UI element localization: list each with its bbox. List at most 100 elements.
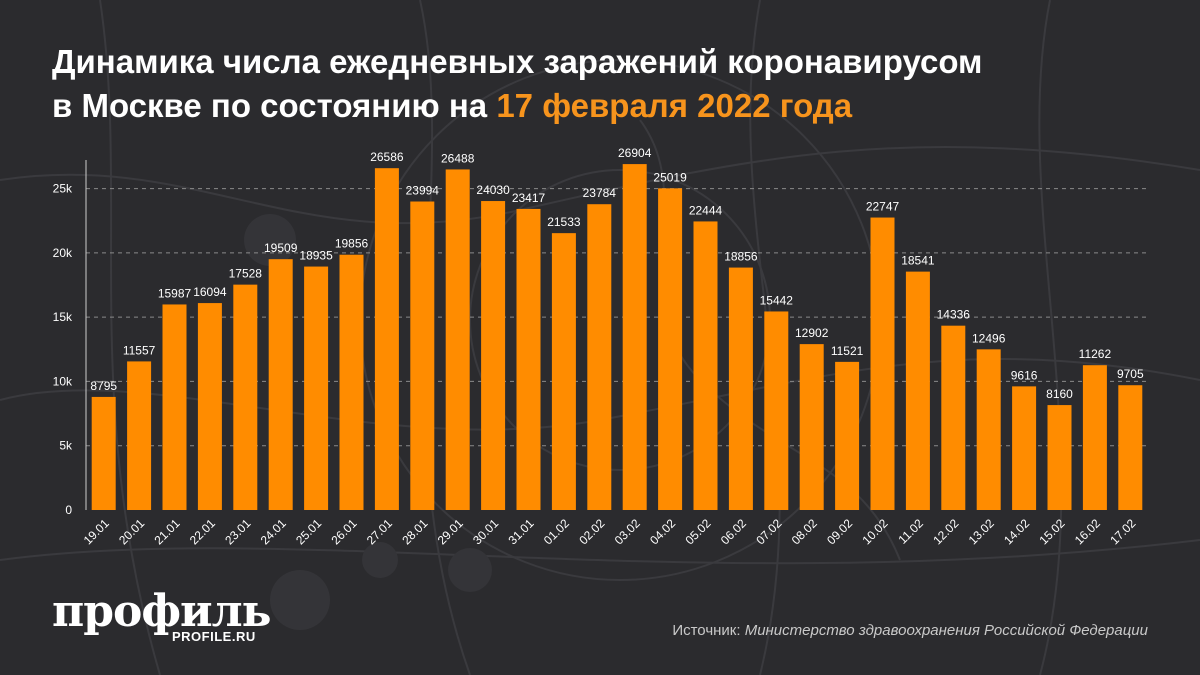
y-tick-label: 15k bbox=[53, 310, 73, 324]
y-tick-label: 5k bbox=[59, 439, 73, 453]
bar-value-label: 12496 bbox=[972, 331, 1006, 345]
bar bbox=[197, 303, 222, 510]
x-tick-label: 02.02 bbox=[576, 516, 607, 547]
bar-value-label: 23417 bbox=[512, 191, 546, 205]
x-tick-label: 10.02 bbox=[859, 516, 890, 547]
x-tick-label: 29.01 bbox=[435, 516, 466, 547]
bar bbox=[445, 169, 470, 510]
title-date-highlight: 17 февраля 2022 года bbox=[496, 87, 853, 124]
bar bbox=[1082, 365, 1107, 510]
bar-value-label: 11521 bbox=[831, 344, 864, 358]
source-label: Источник: bbox=[672, 622, 745, 639]
bar bbox=[905, 271, 930, 510]
bar-value-label: 26904 bbox=[618, 146, 652, 160]
bar-value-label: 8160 bbox=[1046, 387, 1073, 401]
title-line-2-prefix: в Москве по состоянию на bbox=[52, 87, 497, 124]
bar-value-label: 25019 bbox=[653, 170, 687, 184]
x-tick-label: 06.02 bbox=[718, 516, 749, 547]
bar bbox=[304, 266, 329, 510]
x-tick-label: 28.01 bbox=[399, 516, 430, 547]
bar bbox=[976, 349, 1001, 510]
x-tick-label: 14.02 bbox=[1001, 516, 1032, 547]
bar bbox=[551, 233, 576, 510]
bar-value-label: 19509 bbox=[264, 241, 298, 255]
x-tick-label: 03.02 bbox=[612, 516, 643, 547]
x-tick-label: 26.01 bbox=[328, 516, 359, 547]
x-tick-label: 15.02 bbox=[1036, 516, 1067, 547]
bar bbox=[268, 259, 293, 510]
x-tick-label: 04.02 bbox=[647, 516, 678, 547]
bar bbox=[728, 267, 753, 510]
bar-value-label: 14336 bbox=[937, 308, 971, 322]
x-tick-label: 25.01 bbox=[293, 516, 324, 547]
bar-value-label: 18935 bbox=[299, 249, 333, 263]
x-tick-label: 21.01 bbox=[151, 516, 182, 547]
bar bbox=[622, 164, 647, 510]
x-tick-label: 05.02 bbox=[682, 516, 713, 547]
bar bbox=[1118, 385, 1143, 510]
bar bbox=[799, 344, 824, 510]
x-tick-label: 09.02 bbox=[824, 516, 855, 547]
bar-value-label: 22444 bbox=[689, 203, 723, 217]
x-tick-label: 01.02 bbox=[541, 516, 572, 547]
bar-value-label: 26586 bbox=[370, 150, 404, 164]
x-tick-label: 17.02 bbox=[1107, 516, 1138, 547]
bar-value-label: 9705 bbox=[1117, 367, 1144, 381]
x-tick-label: 27.01 bbox=[364, 516, 395, 547]
x-tick-label: 20.01 bbox=[116, 516, 147, 547]
bar bbox=[410, 201, 435, 510]
bar bbox=[91, 396, 116, 510]
profile-site-label: PROFILE.RU bbox=[172, 629, 256, 644]
source-note: Источник: Министерство здравоохранения Р… bbox=[672, 622, 1148, 639]
bar bbox=[516, 208, 541, 510]
bar-value-label: 24030 bbox=[476, 183, 510, 197]
x-tick-label: 30.01 bbox=[470, 516, 501, 547]
x-tick-label: 22.01 bbox=[187, 516, 218, 547]
bar-value-label: 9616 bbox=[1011, 368, 1038, 382]
bar-value-label: 22747 bbox=[866, 200, 900, 214]
x-tick-label: 13.02 bbox=[966, 516, 997, 547]
x-tick-label: 11.02 bbox=[896, 516, 927, 547]
bar bbox=[1012, 386, 1037, 510]
x-tick-label: 07.02 bbox=[753, 516, 784, 547]
y-tick-label: 0 bbox=[65, 503, 72, 517]
y-tick-label: 25k bbox=[53, 182, 73, 196]
bar bbox=[127, 361, 152, 510]
bar-value-label: 17528 bbox=[229, 267, 263, 281]
bar bbox=[162, 304, 187, 510]
bar bbox=[374, 168, 399, 510]
bar bbox=[481, 201, 506, 511]
profile-logo: профиль bbox=[52, 586, 272, 637]
bar bbox=[339, 254, 364, 510]
bar bbox=[587, 204, 612, 510]
x-tick-label: 23.01 bbox=[222, 516, 253, 547]
bar-value-label: 21533 bbox=[547, 215, 581, 229]
bar bbox=[1047, 405, 1072, 510]
source-value: Министерство здравоохранения Российской … bbox=[744, 622, 1148, 639]
x-tick-label: 31.01 bbox=[505, 516, 536, 547]
bar-value-label: 18856 bbox=[724, 250, 758, 264]
bar-value-label: 26488 bbox=[441, 151, 475, 165]
bar bbox=[233, 284, 258, 510]
y-tick-label: 10k bbox=[53, 374, 73, 388]
x-tick-label: 24.01 bbox=[258, 516, 289, 547]
bar-value-label: 11557 bbox=[123, 343, 156, 357]
x-tick-label: 12.02 bbox=[930, 516, 961, 547]
bar bbox=[941, 325, 966, 510]
bar-value-label: 12902 bbox=[795, 326, 829, 340]
bar bbox=[870, 217, 895, 510]
bar bbox=[693, 221, 718, 511]
bar bbox=[658, 188, 683, 510]
bar bbox=[835, 361, 860, 510]
x-tick-label: 16.02 bbox=[1072, 516, 1103, 547]
x-tick-label: 08.02 bbox=[789, 516, 820, 547]
bar bbox=[764, 311, 789, 510]
y-tick-label: 20k bbox=[53, 246, 73, 260]
bar-value-label: 15987 bbox=[158, 286, 192, 300]
chart-title: Динамика числа ежедневных заражений коро… bbox=[52, 40, 1172, 128]
bar-value-label: 16094 bbox=[193, 285, 227, 299]
x-tick-label: 19.01 bbox=[81, 516, 112, 547]
bar-value-label: 8795 bbox=[90, 379, 117, 393]
bar-value-label: 23994 bbox=[406, 184, 440, 198]
